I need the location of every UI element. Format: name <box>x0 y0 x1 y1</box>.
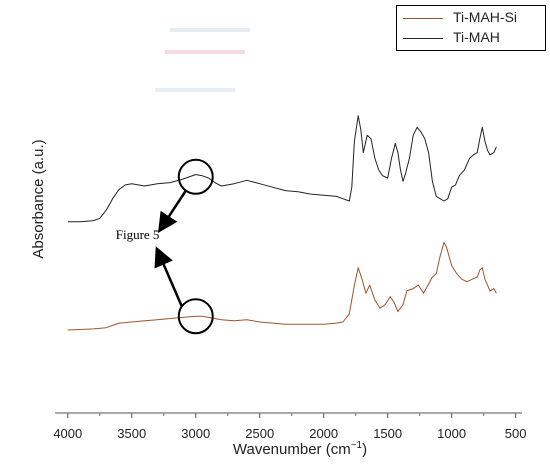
annotation-circle-bottom <box>177 298 214 335</box>
x-axis-label-sup: −1 <box>350 440 363 451</box>
x-tick-label-3500: 3500 <box>117 426 146 441</box>
series-line-ti-mah-si <box>67 242 497 331</box>
annotation-figure-5: Figure 5 <box>115 226 160 242</box>
x-tick-label-2000: 2000 <box>309 426 338 441</box>
legend-label-ti-mah-si: Ti-MAH-Si <box>453 9 518 25</box>
legend-swatch-ti-mah <box>403 38 443 39</box>
y-axis-label: Absorbance (a.u.) <box>30 139 47 259</box>
legend-label-ti-mah: Ti-MAH <box>453 29 500 45</box>
x-axis-label-end: ) <box>362 441 368 458</box>
legend-swatch-ti-mah-si <box>403 18 443 19</box>
x-tick-label-2500: 2500 <box>245 426 274 441</box>
ghost-mark-0 <box>170 28 250 32</box>
x-tick-label-500: 500 <box>505 426 527 441</box>
x-tick-label-1500: 1500 <box>373 426 402 441</box>
annotation-arrow-down <box>157 190 187 233</box>
annotation-arrow-up <box>154 246 183 307</box>
faded-legend-ghosts <box>155 28 250 92</box>
x-axis-label: Wavenumber (cm−1) <box>170 440 430 458</box>
x-ticks: 4000 3500 3000 2500 2000 1500 1000 500 <box>53 413 526 441</box>
x-tick-label-4000: 4000 <box>53 426 82 441</box>
x-tick-label-3000: 3000 <box>181 426 210 441</box>
series-line-ti-mah <box>67 115 497 223</box>
ghost-mark-1 <box>165 50 245 54</box>
annotation-circle-top <box>177 158 214 195</box>
annotation-group <box>154 158 214 335</box>
ghost-mark-2 <box>155 88 235 92</box>
legend: Ti-MAH-Si Ti-MAH <box>396 5 546 51</box>
x-tick-label-1000: 1000 <box>437 426 466 441</box>
series-lines <box>67 115 497 331</box>
x-axis-label-text: Wavenumber (cm <box>232 441 351 458</box>
